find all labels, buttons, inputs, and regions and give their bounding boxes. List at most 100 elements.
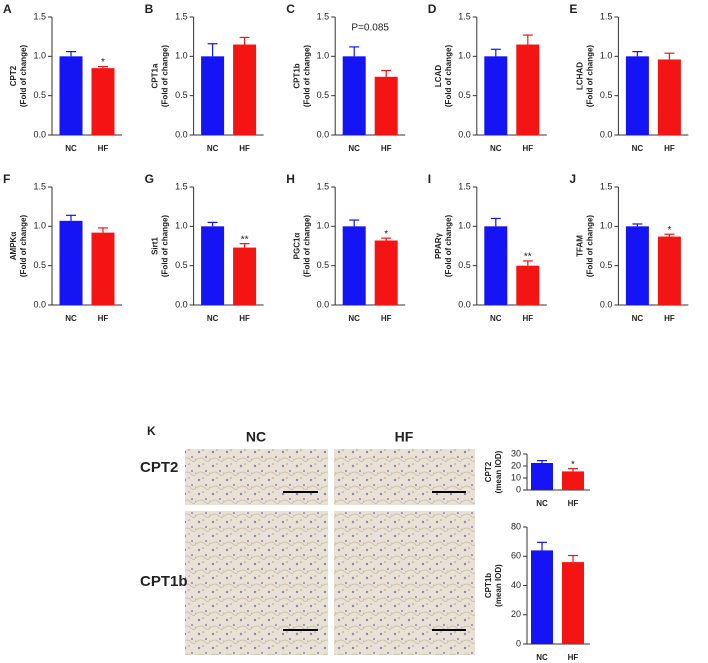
y-tick-label: 0.0 [600,299,613,309]
y-tick-label: 0.5 [600,90,613,100]
x-tick-label: HF [239,314,250,323]
y-tick-label: 1.5 [458,181,471,191]
bar [625,226,649,305]
y-tick-label: 40 [511,580,521,590]
panel-letter: H [286,172,295,186]
y-tick-label: 1.0 [600,221,613,231]
micrograph [185,449,328,505]
panel-letter: C [286,2,295,16]
bar [484,226,508,305]
bar [374,240,398,305]
row-label: CPT2 [140,459,178,476]
panel-letter: K [147,424,156,438]
x-tick-label: HF [522,144,533,153]
y-axis-label: (mean IOD) [494,450,503,493]
panel-letter: F [3,172,10,186]
y-tick-label: 0.0 [317,299,330,309]
y-axis-label: (mean IOD) [494,564,503,607]
bar [233,44,257,135]
bar [657,236,681,305]
y-tick-label: 1.0 [175,51,188,61]
significance-label: * [384,229,388,240]
y-axis-label: (Fold of change) [161,215,170,278]
y-tick-label: 1.5 [317,11,330,21]
bar [201,56,225,136]
micrograph [334,449,475,505]
y-tick-label: 1.5 [33,181,46,191]
bar [91,68,115,135]
bar [531,463,553,490]
y-axis-label: PPARγ [434,232,443,259]
x-tick-label: NC [536,499,548,508]
bar [516,265,540,305]
x-tick-label: HF [98,314,109,323]
y-tick-label: 10 [511,472,521,482]
bar [59,56,83,136]
y-tick-label: 1.0 [175,221,188,231]
y-tick-label: 1.5 [600,11,613,21]
bar [657,59,681,136]
bar [484,56,508,136]
bar [342,56,366,136]
x-tick-label: HF [568,653,579,662]
x-tick-label: HF [664,144,675,153]
y-axis-label: (Fold of change) [444,45,453,108]
y-tick-label: 1.5 [33,11,46,21]
x-tick-label: HF [381,314,392,323]
bar [562,471,584,490]
bar [91,232,115,305]
y-axis-label: (Fold of change) [302,45,311,108]
y-tick-label: 0.5 [458,90,471,100]
x-tick-label: NC [632,144,644,153]
y-tick-label: 0.5 [175,90,188,100]
micrograph [185,511,328,655]
micrographs [185,449,475,655]
y-tick-label: 1.5 [600,181,613,191]
y-axis-label: Sirt1 [151,237,160,255]
y-tick-label: 1.0 [317,51,330,61]
x-tick-label: NC [490,144,502,153]
y-tick-label: 0.5 [317,90,330,100]
y-tick-label: 1.0 [33,221,46,231]
x-tick-label: NC [348,314,360,323]
y-tick-label: 20 [511,609,521,619]
panel-letter: A [3,2,12,16]
y-axis-label: CPT1b [292,63,301,88]
bar [562,562,584,644]
y-tick-label: 1.0 [458,221,471,231]
bar [233,247,257,305]
y-tick-label: 0.5 [33,260,46,270]
y-tick-label: 1.0 [317,221,330,231]
panel-letter: E [569,2,577,16]
significance-label: * [101,57,105,68]
y-axis-label: PGC1α [292,233,301,260]
y-tick-label: 1.5 [175,181,188,191]
y-tick-label: 0.5 [175,260,188,270]
y-tick-label: 0.0 [175,129,188,139]
y-axis-label: (Fold of change) [444,215,453,278]
y-tick-label: 80 [511,521,521,531]
panel-letter: D [428,2,437,16]
bar [374,76,398,135]
y-tick-label: 0.0 [33,129,46,139]
y-axis-label: (Fold of change) [302,215,311,278]
panel-letter: B [145,2,154,16]
y-tick-label: 0.5 [33,90,46,100]
y-tick-label: 0.5 [600,260,613,270]
x-tick-label: HF [568,499,579,508]
column-label: NC [246,429,266,445]
x-tick-label: NC [207,144,219,153]
significance-label: ** [241,234,249,245]
x-tick-label: NC [65,314,77,323]
bar [342,226,366,305]
y-tick-label: 1.0 [600,51,613,61]
y-axis-label: LCHAD [576,62,585,90]
significance-label: * [571,459,575,470]
row-label: CPT1b [140,573,188,590]
y-tick-label: 0.0 [175,299,188,309]
y-tick-label: 1.5 [317,181,330,191]
bar [59,220,83,305]
x-tick-label: NC [348,144,360,153]
y-axis-label: (Fold of change) [586,45,595,108]
